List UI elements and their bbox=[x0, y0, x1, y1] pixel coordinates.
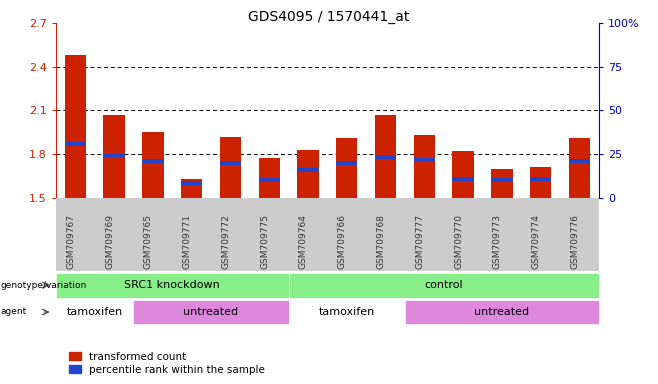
Bar bbox=[569, 159, 590, 163]
Bar bbox=[530, 167, 551, 198]
Bar bbox=[453, 177, 474, 181]
Bar bbox=[220, 137, 241, 198]
Text: GSM709777: GSM709777 bbox=[415, 214, 424, 269]
Bar bbox=[453, 151, 474, 198]
Text: GSM709773: GSM709773 bbox=[493, 214, 502, 269]
Bar bbox=[569, 138, 590, 198]
Bar bbox=[414, 158, 435, 162]
Text: untreated: untreated bbox=[184, 307, 239, 317]
Bar bbox=[297, 168, 318, 172]
Text: GSM709776: GSM709776 bbox=[570, 214, 580, 269]
Text: GSM709770: GSM709770 bbox=[454, 214, 463, 269]
Text: GDS4095 / 1570441_at: GDS4095 / 1570441_at bbox=[248, 10, 410, 23]
Bar bbox=[336, 161, 357, 165]
Bar bbox=[103, 115, 125, 198]
Bar bbox=[181, 181, 202, 185]
Bar bbox=[491, 178, 513, 182]
Text: tamoxifen: tamoxifen bbox=[66, 307, 123, 317]
Bar bbox=[530, 177, 551, 181]
Bar bbox=[491, 169, 513, 198]
Text: tamoxifen: tamoxifen bbox=[318, 307, 375, 317]
Text: GSM709774: GSM709774 bbox=[532, 214, 541, 269]
Legend: transformed count, percentile rank within the sample: transformed count, percentile rank withi… bbox=[64, 348, 270, 379]
Text: GSM709764: GSM709764 bbox=[299, 214, 308, 269]
Text: GSM709769: GSM709769 bbox=[105, 214, 114, 269]
Bar bbox=[103, 154, 125, 157]
Text: GSM709765: GSM709765 bbox=[144, 214, 153, 269]
Text: GSM709767: GSM709767 bbox=[66, 214, 75, 269]
Text: control: control bbox=[424, 280, 463, 290]
Bar bbox=[142, 159, 164, 163]
Bar bbox=[336, 138, 357, 198]
Bar bbox=[220, 161, 241, 165]
Bar bbox=[297, 150, 318, 198]
Text: GSM709768: GSM709768 bbox=[376, 214, 386, 269]
Bar bbox=[414, 135, 435, 198]
Bar bbox=[142, 132, 164, 198]
Bar bbox=[64, 142, 86, 146]
Text: SRC1 knockdown: SRC1 knockdown bbox=[124, 280, 220, 290]
Text: GSM709775: GSM709775 bbox=[260, 214, 269, 269]
Bar bbox=[259, 159, 280, 198]
Text: agent: agent bbox=[1, 308, 27, 316]
Bar bbox=[259, 178, 280, 182]
Bar bbox=[375, 155, 396, 159]
Text: GSM709772: GSM709772 bbox=[222, 214, 230, 269]
Bar bbox=[181, 179, 202, 198]
Text: genotype/variation: genotype/variation bbox=[1, 281, 87, 290]
Text: GSM709766: GSM709766 bbox=[338, 214, 347, 269]
Bar bbox=[375, 115, 396, 198]
Bar bbox=[64, 55, 86, 198]
Text: untreated: untreated bbox=[474, 307, 530, 317]
Text: GSM709771: GSM709771 bbox=[183, 214, 191, 269]
